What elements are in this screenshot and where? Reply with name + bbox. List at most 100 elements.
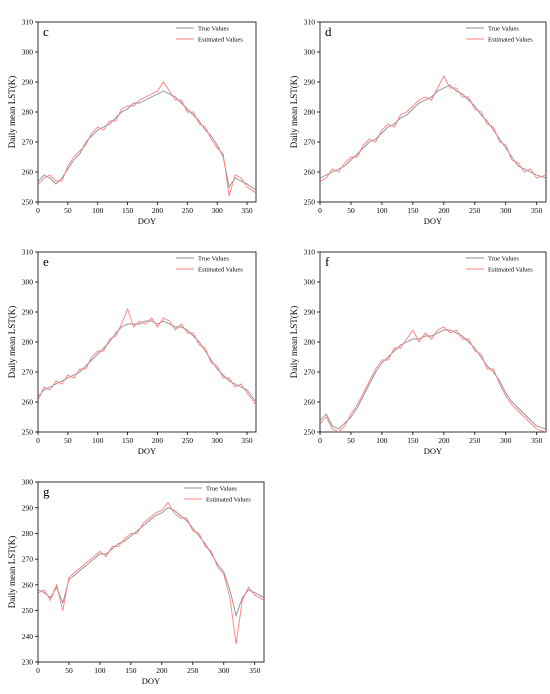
plot-frame [37,251,257,433]
y-tick-label: 260 [304,398,316,407]
legend-entry: True Values [198,25,229,32]
series-line-true-values [38,320,256,403]
y-axis-label: Daily mean LST(K) [289,306,299,378]
x-tick-label: 100 [92,436,104,445]
x-tick-label: 50 [347,436,355,445]
x-tick-label: 150 [407,206,419,215]
x-tick-label: 350 [249,666,261,675]
panel-label: g [43,484,50,499]
x-tick-label: 50 [64,436,72,445]
x-tick-label: 200 [152,436,164,445]
y-axis-label: Daily mean LST(K) [7,306,17,378]
x-tick-label: 150 [122,206,134,215]
x-tick-label: 300 [218,666,230,675]
y-tick-label: 260 [22,398,34,407]
y-tick-label: 310 [22,248,34,257]
x-tick-label: 250 [187,666,199,675]
legend-entry: True Values [488,255,519,262]
x-axis-label: DOY [138,216,156,226]
y-tick-label: 290 [22,503,34,512]
y-tick-label: 250 [22,606,34,615]
panel-label: f [325,254,330,269]
legend-entry: True Values [206,485,237,492]
x-tick-label: 100 [376,206,388,215]
chart-panel-c: 0 50 100 150 200 250 300 350 250 260 270 280 290 300 3… [7,18,257,226]
x-tick-label: 350 [241,436,253,445]
x-tick-label: 300 [500,206,512,215]
x-tick-label: 0 [36,436,40,445]
x-tick-label: 350 [531,436,543,445]
x-tick-label: 300 [212,206,224,215]
y-tick-label: 250 [22,428,34,437]
x-tick-label: 300 [212,436,224,445]
y-tick-label: 300 [304,278,316,287]
series-line-true-values [38,90,256,191]
chart-panel-d: 0 50 100 150 200 250 300 350 250 260 270 280 290 300 3… [289,18,547,226]
x-tick-label: 250 [182,206,194,215]
chart-panel-e: 0 50 100 150 200 250 300 350 250 260 270 280 290 300 3… [7,248,257,456]
y-tick-label: 260 [304,168,316,177]
legend-entry: Estimated Values [198,36,243,43]
x-tick-label: 50 [65,666,73,675]
y-tick-label: 310 [304,248,316,257]
y-tick-label: 280 [304,338,316,347]
x-axis-label: DOY [424,446,442,456]
y-tick-label: 240 [22,632,34,641]
legend-entry: Estimated Values [206,496,251,503]
y-tick-label: 280 [304,108,316,117]
x-tick-label: 100 [376,436,388,445]
x-tick-label: 0 [318,436,322,445]
y-axis-label: Daily mean LST(K) [7,536,17,608]
y-tick-label: 280 [22,338,34,347]
y-tick-label: 250 [304,428,316,437]
y-tick-label: 280 [22,529,34,538]
x-tick-label: 250 [469,436,481,445]
y-axis-label: Daily mean LST(K) [289,76,299,148]
x-tick-label: 0 [36,206,40,215]
x-tick-label: 150 [407,436,419,445]
y-tick-label: 290 [304,78,316,87]
y-tick-label: 290 [304,308,316,317]
x-axis-label: DOY [138,446,156,456]
series-line-estimated-values [38,307,256,406]
x-tick-label: 150 [122,436,134,445]
plot-frame [37,481,265,663]
x-tick-label: 200 [152,206,164,215]
y-tick-label: 300 [304,48,316,57]
panel-label: d [325,24,332,39]
series-line-estimated-values [320,326,546,432]
series-line-true-values [320,84,546,179]
x-tick-label: 300 [500,436,512,445]
series-line-estimated-values [320,75,546,182]
x-tick-label: 0 [318,206,322,215]
y-tick-label: 260 [22,580,34,589]
x-tick-label: 0 [36,666,40,675]
legend-entry: Estimated Values [198,266,243,273]
y-axis-label: Daily mean LST(K) [7,76,17,148]
x-axis-label: DOY [424,216,442,226]
x-tick-label: 100 [92,206,104,215]
y-tick-label: 270 [304,138,316,147]
x-tick-label: 250 [469,206,481,215]
legend-entry: True Values [198,255,229,262]
y-tick-label: 270 [22,368,34,377]
chart-panel-g: 0 50 100 150 200 250 300 350 230 240 250 260 270 280 2… [7,478,265,686]
plot-frame [319,21,547,203]
y-tick-label: 250 [304,198,316,207]
series-line-true-values [320,329,546,430]
y-tick-label: 300 [22,478,34,487]
panel-label: c [43,24,49,39]
y-tick-label: 270 [22,138,34,147]
legend-entry: Estimated Values [488,36,533,43]
y-tick-label: 260 [22,168,34,177]
chart-panel-f: 0 50 100 150 200 250 300 350 250 260 270 280 290 300 3… [289,248,547,456]
legend-entry: Estimated Values [488,266,533,273]
panel-label: e [43,254,49,269]
y-tick-label: 270 [22,555,34,564]
plot-frame [37,21,257,203]
y-tick-label: 290 [22,308,34,317]
x-tick-label: 200 [438,206,450,215]
series-line-estimated-values [38,81,256,197]
x-axis-label: DOY [142,676,160,686]
